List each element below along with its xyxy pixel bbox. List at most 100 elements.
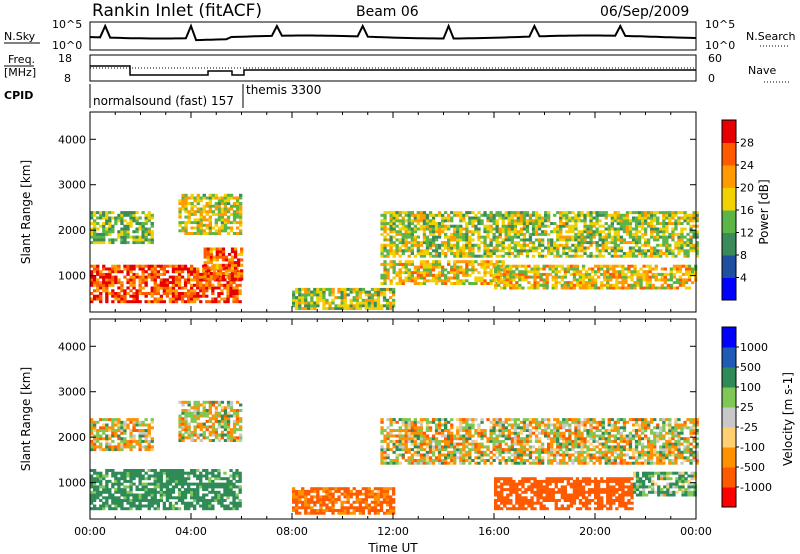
echo-cell <box>624 278 628 282</box>
echo-cell <box>647 238 651 242</box>
echo-cell <box>483 279 487 283</box>
echo-cell <box>486 418 490 422</box>
echo-cell <box>648 286 652 290</box>
echo-cell <box>531 224 536 228</box>
echo-cell <box>531 241 536 245</box>
echo-cell <box>422 431 427 435</box>
echo-cell <box>465 246 469 250</box>
echo-cell <box>111 211 115 215</box>
echo-cell <box>93 219 97 223</box>
echo-cell <box>129 493 133 497</box>
echo-cell <box>108 241 112 245</box>
echo-cell <box>660 275 664 279</box>
echo-cell <box>325 498 329 502</box>
echo-cell <box>653 213 657 217</box>
echo-cell <box>641 222 645 225</box>
echo-cell <box>223 419 228 423</box>
echo-cell <box>404 241 408 245</box>
echo-cell <box>199 207 203 211</box>
echo-cell <box>545 286 549 290</box>
echo-cell <box>528 213 533 217</box>
echo-cell <box>90 270 94 274</box>
echo-cell <box>592 230 596 234</box>
echo-cell <box>613 232 617 236</box>
echo-cell <box>425 227 430 231</box>
echo-cell <box>223 406 228 410</box>
echo-cell <box>220 221 225 225</box>
echo-cell <box>99 477 103 481</box>
echo-cell <box>674 243 678 247</box>
echo-cell <box>522 235 527 239</box>
echo-cell <box>607 213 611 217</box>
echo-cell <box>138 281 142 285</box>
echo-cell <box>483 271 487 275</box>
echo-cell <box>132 420 136 424</box>
echo-cell <box>380 453 384 457</box>
echo-cell <box>675 278 680 282</box>
echo-cell <box>199 433 203 437</box>
echo-cell <box>93 426 97 430</box>
echo-cell <box>422 254 427 258</box>
echo-cell <box>471 219 475 223</box>
echo-cell <box>153 501 157 505</box>
echo-cell <box>226 215 231 219</box>
echo-cell <box>126 267 130 271</box>
echo-cell <box>150 439 154 443</box>
echo-cell <box>193 403 197 407</box>
echo-cell <box>556 252 560 255</box>
echo-cell <box>691 281 695 285</box>
echo-cell <box>548 264 552 268</box>
echo-cell <box>370 293 375 297</box>
echo-cell <box>229 281 233 285</box>
echo-cell <box>144 485 148 489</box>
echo-cell <box>434 262 439 266</box>
echo-cell <box>489 227 493 231</box>
echo-cell <box>568 227 572 231</box>
echo-cell <box>93 469 97 472</box>
echo-cell <box>422 235 427 239</box>
echo-cell <box>93 445 97 449</box>
echo-cell <box>669 270 673 274</box>
echo-cell <box>669 286 673 290</box>
echo-cell <box>319 498 323 502</box>
echo-cell <box>695 252 699 255</box>
echo-cell <box>434 418 439 422</box>
echo-cell <box>642 272 646 276</box>
echo-cell <box>622 213 627 217</box>
echo-cell <box>174 289 179 293</box>
echo-cell <box>105 437 109 441</box>
echo-cell <box>416 241 420 245</box>
echo-cell <box>501 243 505 247</box>
echo-cell <box>456 431 460 435</box>
echo-cell <box>486 249 490 253</box>
echo-cell <box>229 403 234 407</box>
echo-cell <box>183 471 188 475</box>
echo-cell <box>531 246 536 250</box>
echo-cell <box>346 511 350 515</box>
echo-cell <box>650 216 654 220</box>
echo-cell <box>613 254 617 258</box>
echo-cell <box>138 471 142 475</box>
echo-cell <box>671 230 675 234</box>
echo-cell <box>96 272 100 276</box>
echo-cell <box>355 293 359 297</box>
echo-cell <box>96 235 100 239</box>
echo-cell <box>677 219 681 223</box>
echo-cell <box>675 267 680 271</box>
echo-cell <box>571 216 575 220</box>
echo-cell <box>610 235 614 239</box>
echo-cell <box>675 264 680 268</box>
echo-cell <box>428 445 433 449</box>
echo-cell <box>367 492 371 496</box>
echo-cell <box>398 273 402 277</box>
echo-cell <box>477 461 481 465</box>
echo-cell <box>90 297 94 301</box>
echo-cell <box>208 419 212 423</box>
echo-cell <box>147 216 151 220</box>
echo-cell <box>630 278 634 282</box>
echo-cell <box>181 436 185 440</box>
echo-cell <box>355 307 359 310</box>
echo-cell <box>138 474 142 478</box>
echo-cell <box>407 211 411 215</box>
echo-cell <box>193 507 197 511</box>
